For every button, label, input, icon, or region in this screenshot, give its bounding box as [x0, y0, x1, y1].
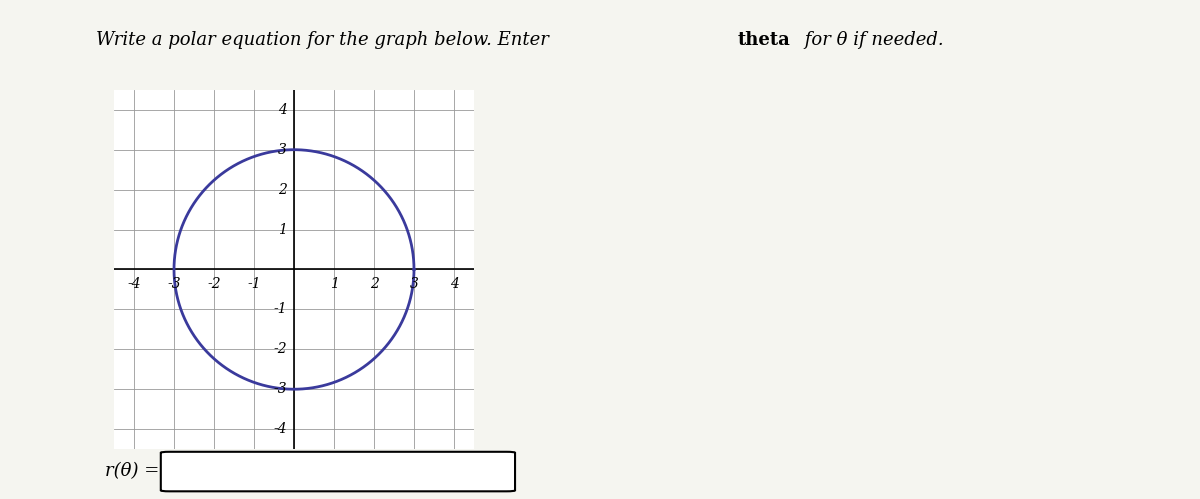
- Text: 2: 2: [370, 277, 378, 291]
- Text: -2: -2: [274, 342, 287, 356]
- Text: -1: -1: [247, 277, 260, 291]
- Text: 4: 4: [278, 103, 287, 117]
- Text: 4: 4: [450, 277, 458, 291]
- Text: -4: -4: [274, 422, 287, 436]
- Text: -4: -4: [127, 277, 140, 291]
- Text: Write a polar equation for the graph below. Enter: Write a polar equation for the graph bel…: [96, 31, 554, 49]
- Text: -2: -2: [208, 277, 221, 291]
- Text: theta: theta: [738, 31, 791, 49]
- Text: -3: -3: [167, 277, 181, 291]
- Text: for θ if needed.: for θ if needed.: [799, 31, 944, 49]
- Text: -1: -1: [274, 302, 287, 316]
- Text: 3: 3: [409, 277, 419, 291]
- Text: r(θ) =: r(θ) =: [104, 463, 160, 481]
- FancyBboxPatch shape: [161, 452, 515, 492]
- Text: 3: 3: [278, 143, 287, 157]
- Text: 1: 1: [330, 277, 338, 291]
- Text: 1: 1: [278, 223, 287, 237]
- Text: -3: -3: [274, 382, 287, 396]
- Text: 2: 2: [278, 183, 287, 197]
